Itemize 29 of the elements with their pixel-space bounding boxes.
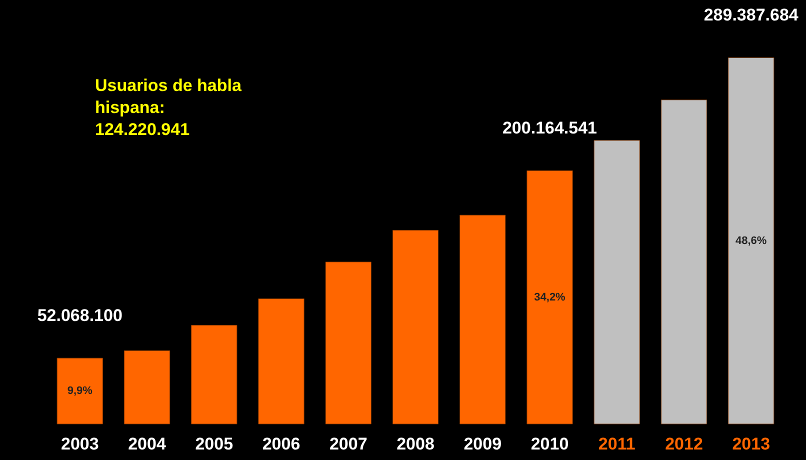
x-tick-label: 2006 — [262, 434, 300, 454]
annotation: 34,2% — [534, 291, 566, 304]
x-tick-label: 2003 — [60, 434, 99, 454]
data-label: 289.387.684 — [704, 6, 799, 25]
x-tick-label: 2007 — [329, 434, 368, 454]
annotation: 9,9% — [67, 385, 93, 398]
x-tick-label: 2012 — [665, 434, 703, 454]
bar — [594, 140, 640, 424]
data-label: 52.068.100 — [37, 306, 122, 326]
x-tick-label: 2013 — [732, 434, 770, 454]
x-tick-label: 2004 — [128, 434, 166, 454]
annotation: 48,6% — [736, 234, 767, 247]
bar — [124, 350, 170, 424]
x-tick-label: 2005 — [195, 434, 234, 454]
bar — [460, 214, 506, 424]
data-label: 200.164.541 — [502, 118, 598, 138]
bar — [258, 298, 304, 424]
x-tick-label: 2009 — [464, 434, 502, 454]
bar — [526, 170, 573, 424]
bar — [56, 358, 103, 424]
bar — [191, 325, 238, 424]
bar — [728, 57, 774, 424]
annotation: Usuarios de habla hispana: 124.220.941 — [95, 76, 242, 139]
x-tick-label: 2010 — [530, 434, 569, 454]
x-tick-label: 2011 — [598, 434, 636, 454]
bar — [660, 100, 708, 424]
bar — [325, 262, 372, 424]
bar — [392, 230, 439, 424]
x-tick-label: 2008 — [396, 434, 434, 454]
